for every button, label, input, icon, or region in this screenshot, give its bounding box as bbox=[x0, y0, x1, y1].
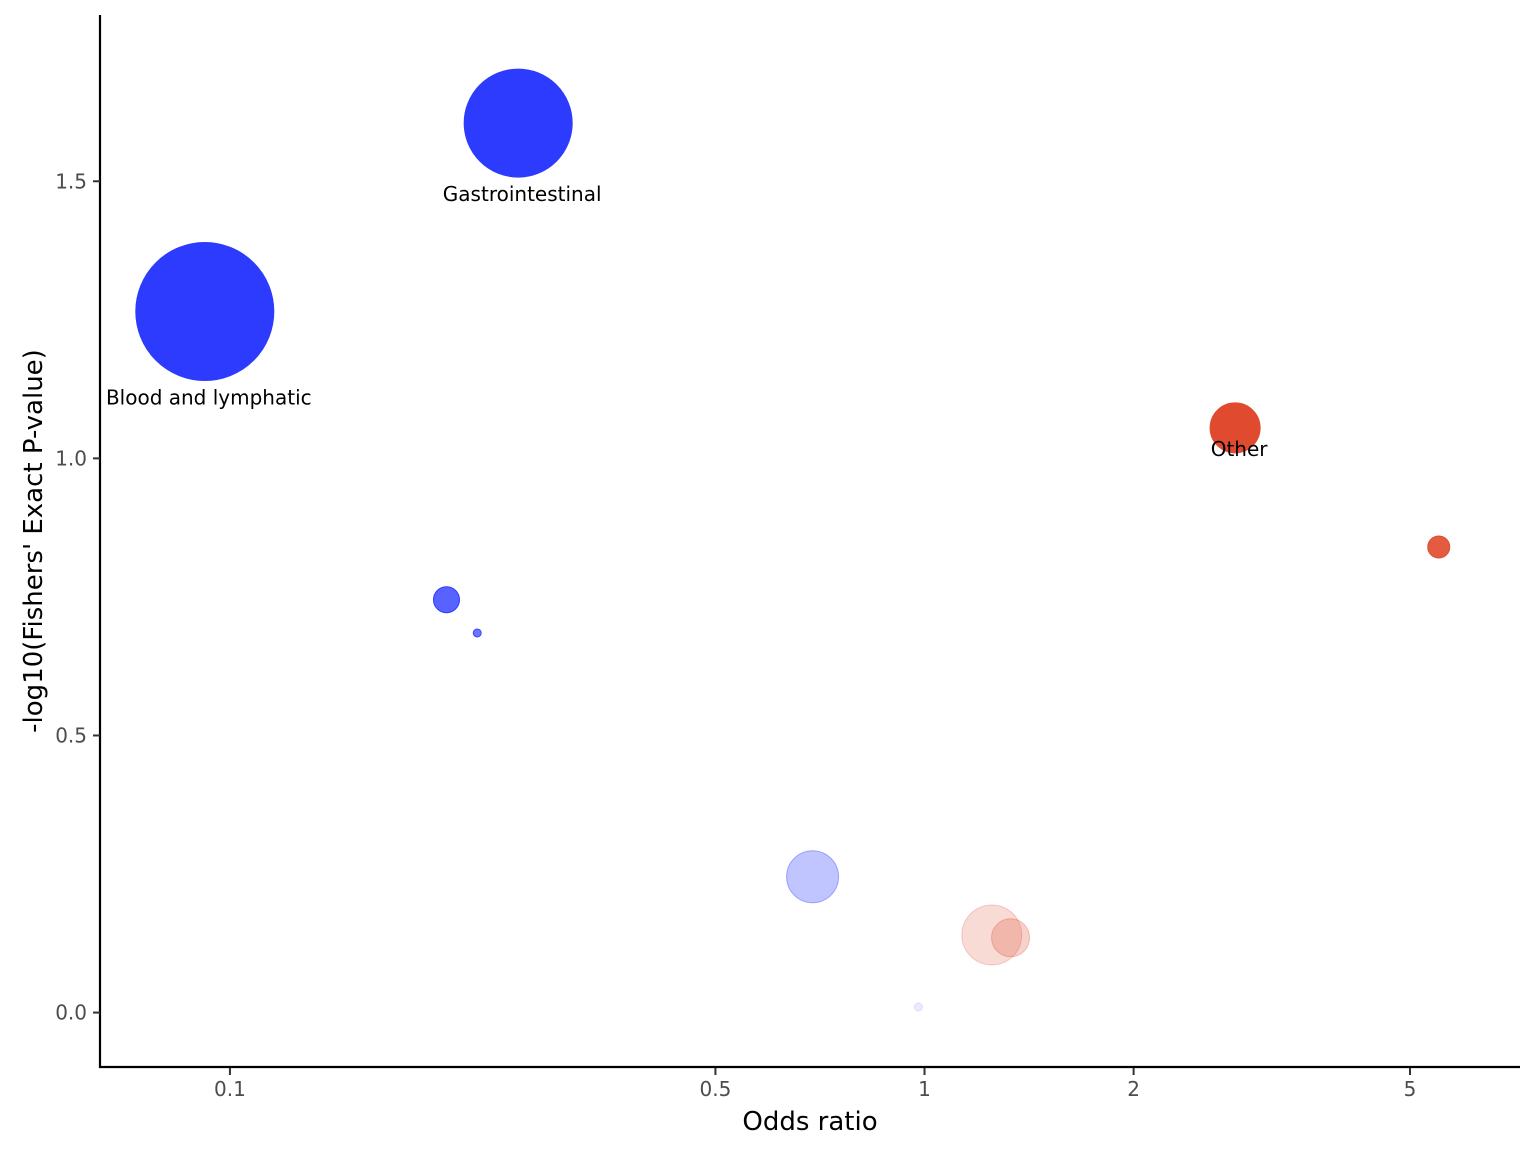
x-tick-label: 0.5 bbox=[700, 1077, 732, 1101]
y-tick-label: 1.5 bbox=[55, 169, 87, 193]
x-tick-label: 2 bbox=[1127, 1077, 1140, 1101]
data-point bbox=[432, 586, 460, 614]
y-tick-label: 0.5 bbox=[55, 723, 87, 747]
data-point bbox=[786, 850, 840, 904]
data-point bbox=[913, 1002, 923, 1012]
data-point bbox=[463, 68, 573, 178]
data-point bbox=[135, 242, 275, 382]
point-label: Gastrointestinal bbox=[443, 182, 602, 206]
x-tick-label: 1 bbox=[918, 1077, 931, 1101]
y-axis-ticks: 0.0 0.5 1.0 1.5 bbox=[55, 169, 100, 1025]
points-layer bbox=[135, 68, 1451, 1012]
x-axis-ticks: 0.1 0.5 1 2 5 bbox=[214, 1068, 1416, 1101]
x-axis-title: Odds ratio bbox=[742, 1107, 877, 1137]
y-tick-label: 1.0 bbox=[55, 446, 87, 470]
data-point bbox=[1427, 535, 1451, 559]
point-label: Other bbox=[1211, 437, 1269, 461]
point-label: Blood and lymphatic bbox=[106, 386, 312, 410]
data-point bbox=[991, 918, 1031, 958]
x-tick-label: 5 bbox=[1404, 1077, 1417, 1101]
y-tick-label: 0.0 bbox=[55, 1001, 87, 1025]
data-point bbox=[961, 904, 1023, 966]
x-tick-label: 0.1 bbox=[214, 1077, 246, 1101]
point-labels-layer: Blood and lymphatic Gastrointestinal Other bbox=[106, 182, 1268, 461]
data-point bbox=[1209, 402, 1261, 454]
y-axis-title: -log10(Fishers' Exact P-value) bbox=[19, 349, 49, 733]
data-point bbox=[472, 628, 482, 638]
